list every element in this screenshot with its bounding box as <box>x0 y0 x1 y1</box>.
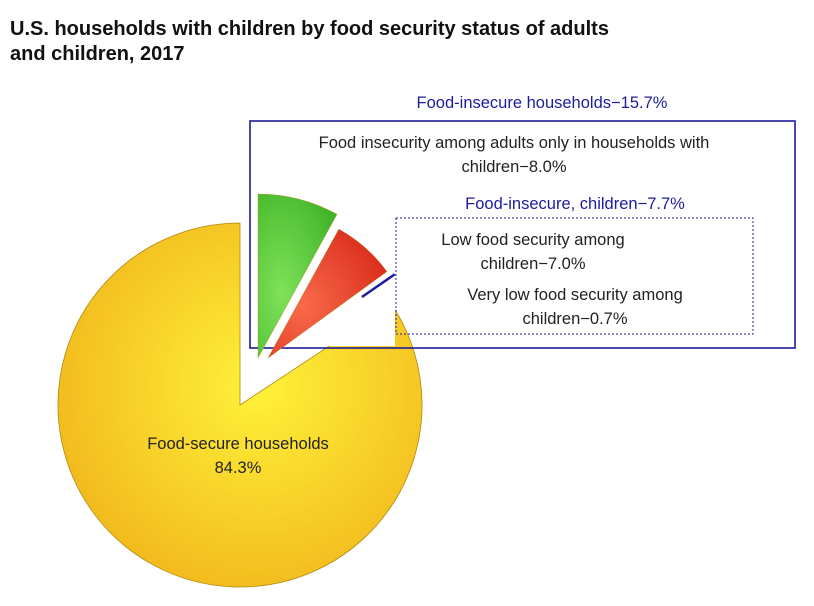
pie-slices-foreground <box>257 193 396 359</box>
label-very-low-security-line-2: children−0.7% <box>522 310 627 328</box>
label-food-insecure-households: Food-insecure households−15.7% <box>417 94 668 112</box>
label-food-secure-line-2: 84.3% <box>215 459 262 477</box>
slice-very-low-security <box>361 273 396 299</box>
label-food-secure-line-1: Food-secure households <box>147 435 329 453</box>
pie-slices <box>57 222 423 588</box>
food-insecure-children-bracket <box>395 217 754 335</box>
label-low-security-line-2: children−7.0% <box>480 255 585 273</box>
slice-low-security <box>267 228 388 359</box>
slice-adults-only <box>257 193 338 359</box>
label-food-insecure-children: Food-insecure, children−7.7% <box>465 195 685 213</box>
label-adults-only-line-1: Food insecurity among adults only in hou… <box>319 134 710 152</box>
food-insecure-households-bracket <box>249 120 796 349</box>
label-adults-only-line-2: children−8.0% <box>461 158 566 176</box>
chart-title-line-2: and children, 2017 <box>10 43 185 65</box>
bracket-gap <box>252 123 395 209</box>
label-very-low-security-line-1: Very low food security among <box>467 286 683 304</box>
chart-title-line-1: U.S. households with children by food se… <box>10 18 609 40</box>
chart-title: U.S. households with children by food se… <box>10 17 800 67</box>
slice-food-secure <box>57 222 423 588</box>
label-low-security-line-1: Low food security among <box>441 231 624 249</box>
